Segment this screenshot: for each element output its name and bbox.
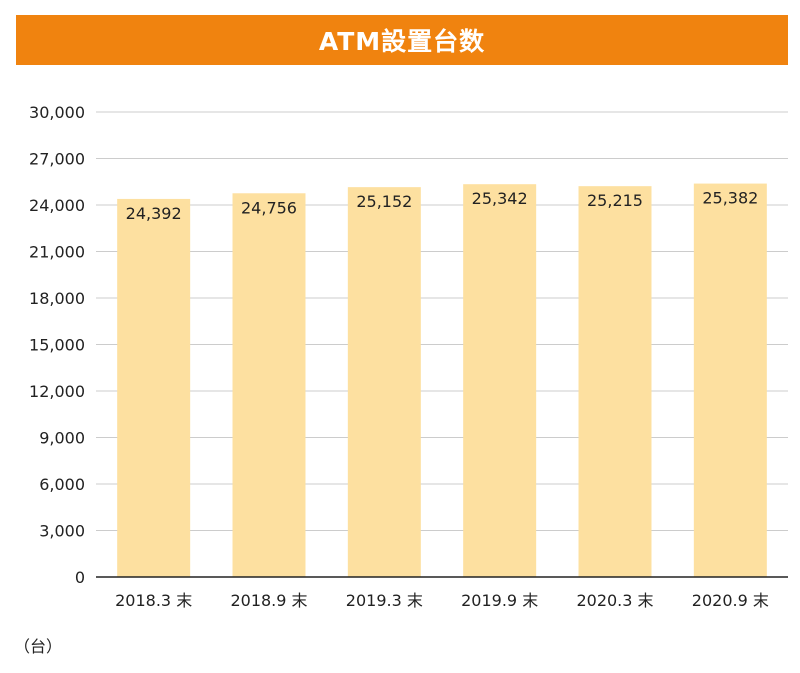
y-tick-label: 27,000 [29, 150, 85, 169]
x-tick-label: 2018.9 末 [230, 591, 307, 610]
y-axis-ticks: 0 3,000 6,000 9,000 12,000 15,000 18,000 21,000… [29, 103, 85, 587]
chart-title-banner: ATM設置台数 [16, 15, 788, 65]
bar-value-label: 24,392 [126, 204, 182, 223]
bar-value-label: 25,215 [587, 191, 643, 210]
bar [693, 183, 767, 578]
x-tick-label: 2018.3 末 [115, 591, 192, 610]
bars [117, 183, 767, 578]
x-tick-label: 2020.3 末 [576, 591, 653, 610]
bar-value-label: 25,342 [472, 189, 528, 208]
bar [347, 187, 421, 578]
bar-value-label: 25,152 [356, 192, 412, 211]
y-tick-label: 3,000 [39, 522, 85, 541]
gridlines [96, 111, 788, 531]
y-axis-unit-label: （台） [14, 637, 63, 656]
data-labels: 24,392 24,756 25,152 25,342 25,215 25,382 [126, 189, 759, 223]
y-tick-label: 6,000 [39, 475, 85, 494]
bar [117, 198, 191, 577]
y-tick-label: 15,000 [29, 336, 85, 355]
bar [463, 184, 537, 577]
y-tick-label: 18,000 [29, 289, 85, 308]
x-tick-label: 2019.9 末 [461, 591, 538, 610]
x-tick-label: 2019.3 末 [346, 591, 423, 610]
y-tick-label: 21,000 [29, 243, 85, 262]
x-tick-label: 2020.9 末 [692, 591, 769, 610]
bar-value-label: 25,382 [702, 189, 758, 208]
x-axis-ticks: 2018.3 末 2018.9 末 2019.3 末 2019.9 末 2020.3 末… [115, 591, 769, 610]
y-tick-label: 0 [75, 568, 85, 587]
y-tick-label: 24,000 [29, 196, 85, 215]
chart-title: ATM設置台数 [318, 27, 486, 56]
y-tick-label: 12,000 [29, 382, 85, 401]
bar [232, 193, 306, 578]
y-tick-label: 9,000 [39, 429, 85, 448]
y-tick-label: 30,000 [29, 103, 85, 122]
bar [578, 186, 652, 578]
bar-value-label: 24,756 [241, 198, 297, 217]
